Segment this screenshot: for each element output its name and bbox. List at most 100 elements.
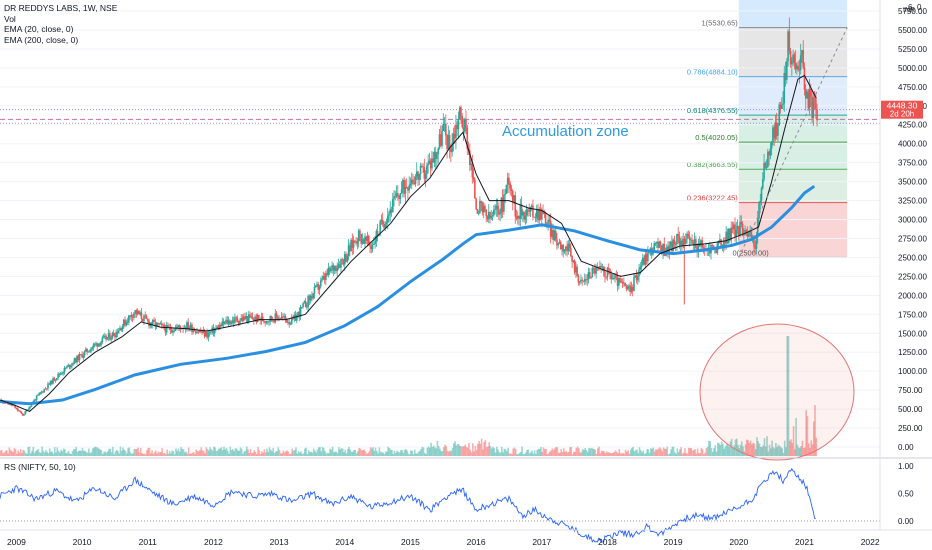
currency-label: INR — [903, 7, 916, 14]
candle-body — [520, 204, 523, 216]
volume-bar — [376, 450, 378, 456]
candle-body — [112, 332, 115, 337]
volume-bar — [719, 444, 722, 456]
candle-body — [495, 205, 498, 209]
candle-body — [415, 171, 418, 177]
volume-bar — [331, 446, 334, 456]
price-axis[interactable]: 0.00 250.00 500.00 750.00 1000.00 1250.00 1500… — [898, 7, 927, 452]
volume-legend[interactable]: Vol — [4, 13, 16, 24]
volume-bar — [23, 450, 26, 456]
candle-body — [561, 244, 563, 250]
fib-level-label: 0.786(4884.10) — [687, 68, 738, 77]
candle-body — [458, 107, 461, 119]
candle-body — [371, 244, 374, 249]
volume-bar — [490, 448, 493, 456]
trend-line[interactable] — [738, 27, 848, 258]
candle-body — [351, 239, 354, 248]
candle-body — [18, 410, 20, 412]
candle-body — [395, 193, 398, 197]
volume-bar — [682, 452, 685, 456]
candle-body — [581, 279, 584, 281]
price-tick-label: 4250.00 — [898, 121, 927, 130]
candle-body — [414, 176, 417, 184]
corner-indicator-right: 0 — [917, 3, 922, 12]
ema20-legend[interactable]: EMA (20, close, 0) — [4, 24, 74, 34]
volume-highlight-circle[interactable] — [699, 323, 855, 461]
volume-bar — [316, 449, 319, 456]
volume-bar — [282, 450, 285, 456]
candle-body — [239, 320, 241, 324]
candle-body — [801, 50, 803, 56]
volume-bar — [632, 446, 634, 456]
time-axis[interactable]: 2009 2010 2011 2012 2013 2014 2015 2016 2017 2018… — [7, 537, 880, 547]
candle-body — [321, 278, 323, 281]
accumulation-zone[interactable]: Accumulation zone — [0, 109, 880, 140]
volume-bar — [350, 451, 353, 456]
candle-body — [356, 241, 359, 244]
candle-body — [76, 355, 78, 363]
ema200-legend[interactable]: EMA (200, close, 0) — [4, 34, 79, 45]
volume-bar — [761, 447, 763, 456]
candle-body — [576, 266, 578, 277]
volume-bar — [52, 453, 55, 456]
candle-body — [702, 247, 705, 249]
volume-bar — [447, 451, 450, 456]
price-candles — [0, 17, 818, 417]
volume-bar — [96, 447, 99, 456]
volume-bar — [711, 451, 714, 456]
volume-bar — [7, 453, 9, 456]
candle-body — [8, 403, 10, 405]
volume-bar — [742, 446, 744, 456]
volume-bar — [756, 437, 758, 456]
candle-body — [253, 319, 255, 321]
volume-bar — [40, 452, 42, 456]
volume-bar — [551, 448, 554, 456]
volume-bar — [485, 447, 488, 456]
candle-body — [508, 177, 510, 184]
candle-body — [285, 319, 288, 323]
volume-bar — [285, 451, 287, 456]
candle-body — [330, 267, 332, 272]
volume-bar — [570, 446, 573, 456]
volume-bar — [513, 447, 516, 456]
candle-body — [246, 316, 249, 322]
candle-body — [71, 363, 73, 366]
candle-body — [653, 243, 655, 251]
candle-body — [690, 239, 692, 241]
volume-bar — [274, 451, 277, 456]
candle-body — [390, 209, 393, 213]
volume-bar — [38, 452, 41, 456]
candle-body — [191, 324, 193, 332]
candle-body — [654, 243, 657, 244]
volume-bar — [646, 449, 648, 456]
volume-bar — [523, 454, 526, 456]
fibonacci-retracement[interactable]: 0(2500.00) 0.236(3222.45) 0.382(3663.55) 0.… — [687, 0, 848, 258]
volume-bar — [550, 450, 552, 456]
candle-body — [352, 240, 355, 248]
candle-body — [399, 193, 402, 199]
volume-bar — [340, 448, 343, 456]
volume-bar — [168, 451, 171, 456]
volume-bar — [290, 453, 292, 456]
candle-body — [788, 31, 791, 51]
rs-axis[interactable]: 0.00 0.50 1.00 — [898, 462, 914, 526]
candle-body — [612, 278, 615, 279]
candle-body — [347, 245, 350, 257]
candle-body — [292, 317, 294, 319]
rs-legend[interactable]: RS (NIFTY, 50, 10) — [4, 462, 76, 472]
volume-bar — [14, 449, 17, 456]
volume-bar — [499, 452, 502, 456]
volume-bar — [215, 451, 218, 456]
symbol-title[interactable]: DR REDDYS LABS, 1W, NSE — [4, 3, 118, 13]
candle-body — [486, 216, 489, 220]
volume-bar — [480, 438, 483, 456]
candle-body — [57, 373, 59, 378]
price-tick-label: 5250.00 — [898, 45, 927, 54]
candle-body — [169, 327, 172, 331]
volume-bar — [518, 452, 521, 456]
volume-bar — [271, 451, 273, 456]
candle-body — [672, 239, 674, 252]
volume-bar — [672, 446, 675, 456]
candle-body — [13, 405, 15, 407]
